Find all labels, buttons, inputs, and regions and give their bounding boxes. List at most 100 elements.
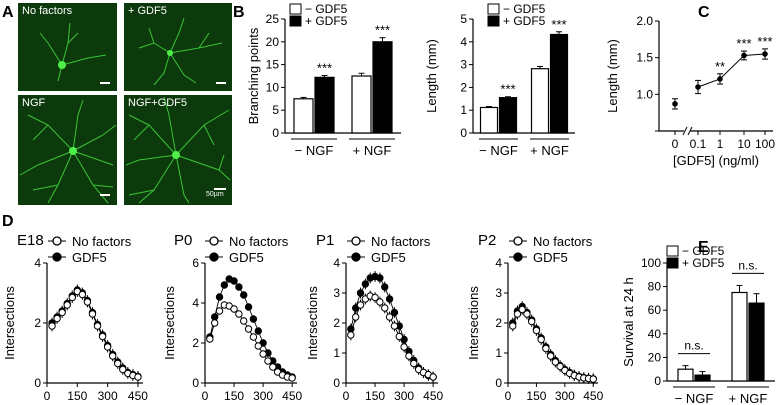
data-point (390, 322, 399, 330)
axis-break (687, 126, 693, 136)
data-point (361, 280, 370, 288)
legend-marker (351, 236, 361, 246)
data-point (371, 293, 379, 302)
x-tick-label: 300 (253, 389, 273, 403)
x-tick-label: 150 (67, 389, 87, 403)
chart-title: P2 (478, 232, 496, 249)
legend-marker (513, 252, 523, 262)
x-tick-label: 0 (202, 389, 209, 403)
data-point (114, 359, 122, 368)
x-tick-label: 0.1 (690, 137, 707, 151)
significance-label: ** (715, 59, 725, 74)
panel-letter: B (233, 4, 245, 21)
y-tick-label: 2.0 (636, 14, 653, 28)
micrograph-no-factors: No factors (18, 3, 117, 91)
group-label: + NGF (530, 143, 569, 158)
significance-label: *** (551, 17, 566, 32)
panel-letter: A (2, 4, 14, 21)
legend-label: − GDF5 (305, 2, 348, 16)
data-point (527, 317, 536, 326)
data-point (93, 322, 102, 330)
group-label: − NGF (479, 143, 518, 158)
x-tick-label: 0 (672, 137, 679, 151)
y-tick-label: 0 (654, 374, 661, 388)
data-point (376, 298, 384, 306)
micrograph-label: + GDF5 (128, 5, 167, 17)
x-tick-label: 1 (717, 137, 724, 151)
y-axis-label: Intersections (2, 286, 17, 360)
legend-label: GDF5 (72, 250, 107, 265)
y-tick-label: 0 (34, 376, 41, 390)
bar (293, 98, 314, 134)
bar (314, 76, 335, 134)
panel-letter: C (698, 4, 710, 21)
data-point (103, 343, 112, 351)
legend-swatch (666, 245, 679, 257)
data-point (376, 274, 384, 282)
data-point (356, 289, 365, 297)
legend-label: No factors (371, 234, 431, 249)
legend-label: No factors (229, 234, 289, 249)
chart-title: P1 (316, 232, 334, 249)
data-point (410, 359, 418, 368)
y-tick-label: 0 (460, 126, 467, 140)
data-point (68, 293, 76, 302)
data-point (351, 313, 360, 321)
y-axis-label: Intersections (466, 286, 481, 360)
legend-marker (513, 236, 523, 246)
y-tick-label: 15 (266, 58, 280, 72)
y-tick-label: 5 (272, 103, 279, 117)
bar (549, 33, 569, 134)
legend-marker (351, 252, 361, 262)
data-point (762, 51, 768, 57)
panel-letter: D (2, 213, 14, 230)
bar (498, 97, 518, 134)
data-point (235, 283, 243, 291)
y-tick-label: 2 (495, 316, 502, 330)
series-line (697, 53, 766, 88)
data-point (235, 310, 243, 318)
legend-marker (52, 252, 62, 262)
y-tick-label: 6 (192, 256, 199, 270)
data-point (48, 322, 56, 330)
data-point (244, 303, 253, 311)
data-point (230, 305, 238, 313)
scale-bar-label: 50µm (206, 191, 224, 198)
micrograph-label: NGF (22, 97, 46, 109)
y-tick-label: 0 (333, 376, 340, 390)
micrograph-ngf-gdf5: NGF+GDF5 50µm (124, 95, 232, 205)
data-point (546, 352, 555, 360)
y-tick-label: 0 (192, 376, 199, 390)
data-point (254, 327, 262, 335)
neuron-image (39, 22, 110, 84)
series-line (512, 305, 594, 380)
axis-break (682, 126, 688, 136)
data-point (244, 325, 253, 333)
group-label: + NGF (729, 391, 768, 405)
group-label: − NGF (295, 143, 334, 158)
data-point (518, 305, 526, 314)
significance-label: *** (317, 61, 332, 76)
y-tick-label: 1.0 (636, 87, 653, 101)
data-point (249, 333, 258, 341)
y-tick-label: 4 (192, 296, 199, 310)
data-point (513, 310, 522, 318)
y-tick-label: 20 (266, 35, 280, 49)
data-point (78, 290, 87, 299)
y-tick-label: 10 (266, 80, 280, 94)
y-tick-label: 5 (460, 12, 467, 26)
chart-title: E18 (17, 232, 44, 249)
y-tick-label: 1 (495, 346, 502, 360)
data-point (220, 281, 229, 289)
bar (530, 68, 550, 134)
legend-label: GDF5 (371, 250, 406, 265)
legend-label: GDF5 (533, 250, 568, 265)
data-point (542, 344, 550, 353)
legend-swatch (487, 3, 500, 15)
x-tick-label: 150 (365, 389, 385, 403)
data-point (385, 313, 394, 321)
y-axis-label: Length (mm) (605, 39, 620, 113)
legend-swatch (289, 15, 302, 27)
y-tick-label: 4 (333, 256, 340, 270)
